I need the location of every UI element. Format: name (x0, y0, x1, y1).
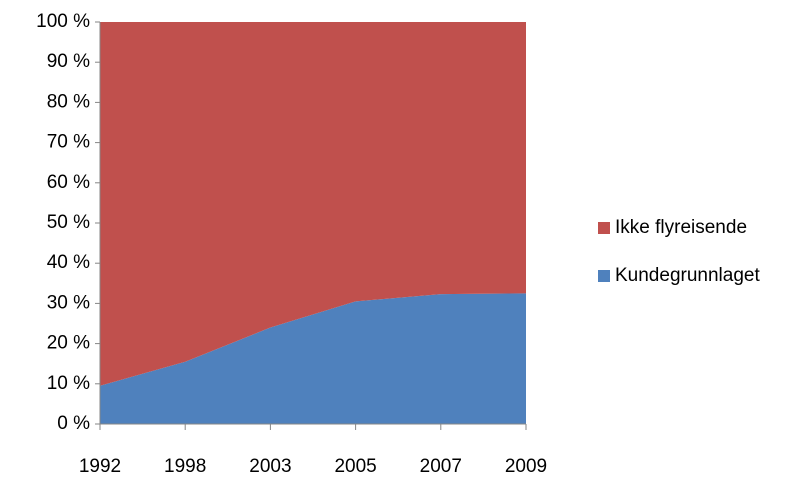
x-tick-label: 2003 (249, 456, 291, 477)
y-tick-label: 60 % (47, 172, 90, 193)
x-tick-label: 1998 (164, 456, 206, 477)
x-tick-label: 2009 (505, 456, 547, 477)
y-tick-label: 50 % (47, 212, 90, 233)
legend-label: Kundegrunnlaget (615, 265, 760, 286)
y-tick-label: 100 % (36, 11, 90, 32)
y-tick-label: 90 % (47, 51, 90, 72)
y-tick-label: 80 % (47, 91, 90, 112)
y-tick-label: 70 % (47, 132, 90, 153)
y-tick-label: 0 % (57, 413, 90, 434)
x-tick-label: 2007 (420, 456, 462, 477)
legend-swatch (598, 222, 610, 234)
area (100, 22, 526, 386)
y-tick-label: 20 % (47, 333, 90, 354)
area (100, 293, 526, 424)
x-tick-label: 1992 (79, 456, 121, 477)
y-tick-label: 10 % (47, 373, 90, 394)
legend-label: Ikke flyreisende (615, 217, 747, 238)
legend-swatch (598, 270, 610, 282)
y-tick-label: 30 % (47, 292, 90, 313)
y-tick-label: 40 % (47, 252, 90, 273)
x-tick-label: 2005 (334, 456, 376, 477)
